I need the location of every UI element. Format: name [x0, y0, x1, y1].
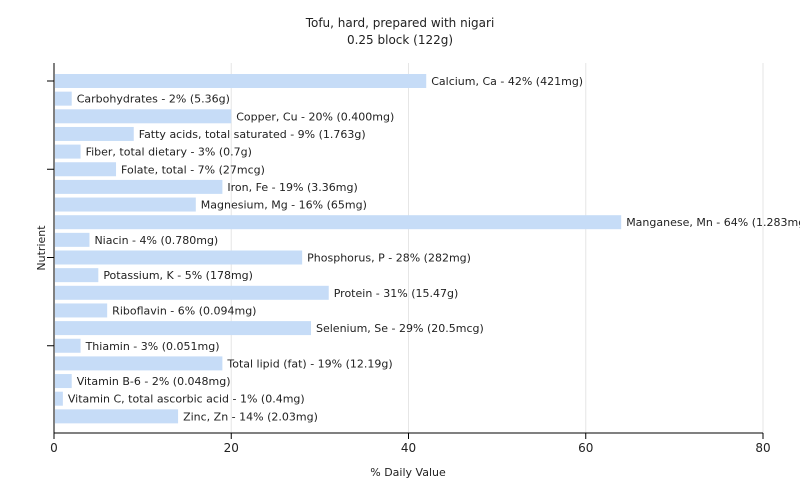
bar-label: Zinc, Zn - 14% (2.03mg): [183, 410, 318, 423]
bar: [55, 303, 108, 318]
bar: [55, 268, 99, 283]
bar: [55, 285, 329, 300]
bar: [55, 197, 196, 212]
bar: [55, 162, 117, 177]
bar: [55, 391, 63, 406]
bar-label: Magnesium, Mg - 16% (65mg): [201, 199, 367, 212]
x-tick-label: 0: [50, 441, 58, 455]
bar: [55, 126, 134, 141]
bar: [55, 215, 622, 230]
bar-label: Thiamin - 3% (0.051mg): [85, 340, 220, 353]
bar: [55, 250, 303, 265]
bar-label: Riboflavin - 6% (0.094mg): [112, 304, 256, 317]
grid-lines: [230, 63, 764, 433]
bar-label: Selenium, Se - 29% (20.5mcg): [316, 322, 484, 335]
bar-label: Vitamin C, total ascorbic acid - 1% (0.4…: [68, 393, 305, 406]
bars-group: Calcium, Ca - 42% (421mg) Carbohydrates -…: [55, 74, 800, 424]
bar-label: Folate, total - 7% (27mcg): [121, 163, 265, 176]
bar-label: Copper, Cu - 20% (0.400mg): [236, 110, 394, 123]
bar-label: Manganese, Mn - 64% (1.283mg): [626, 216, 800, 229]
bar: [55, 91, 72, 106]
chart-subtitle: 0.25 block (122g): [347, 33, 453, 47]
bar: [55, 321, 312, 336]
x-tick-label: 20: [224, 441, 239, 455]
chart-title: Tofu, hard, prepared with nigari: [305, 16, 495, 30]
bar: [55, 409, 179, 424]
bar-label: Vitamin B-6 - 2% (0.048mg): [77, 375, 231, 388]
bar: [55, 179, 223, 194]
bar-label: Total lipid (fat) - 19% (12.19g): [226, 357, 392, 370]
bar: [55, 356, 223, 371]
bar: [55, 232, 90, 247]
x-tick-label: 80: [755, 441, 770, 455]
bar-label: Carbohydrates - 2% (5.36g): [77, 93, 230, 106]
x-tick-label: 40: [401, 441, 416, 455]
bar: [55, 144, 81, 159]
x-axis-label: % Daily Value: [370, 466, 446, 479]
x-ticks-group: 0 20 40 60 80: [47, 80, 771, 455]
bar-label: Iron, Fe - 19% (3.36mg): [227, 181, 357, 194]
bar-label: Protein - 31% (15.47g): [334, 287, 459, 300]
x-tick-label: 60: [578, 441, 593, 455]
bar: [55, 374, 72, 389]
y-axis-label: Nutrient: [35, 225, 48, 271]
bar: [55, 74, 427, 88]
bar: [55, 338, 81, 353]
bar-label: Fatty acids, total saturated - 9% (1.763…: [139, 128, 366, 141]
bar-label: Phosphorus, P - 28% (282mg): [307, 252, 471, 265]
bar: [55, 109, 232, 124]
bar-label: Calcium, Ca - 42% (421mg): [431, 75, 583, 88]
bar-label: Fiber, total dietary - 3% (0.7g): [86, 146, 252, 159]
bar-label: Niacin - 4% (0.780mg): [94, 234, 218, 247]
bar-label: Potassium, K - 5% (178mg): [103, 269, 253, 282]
